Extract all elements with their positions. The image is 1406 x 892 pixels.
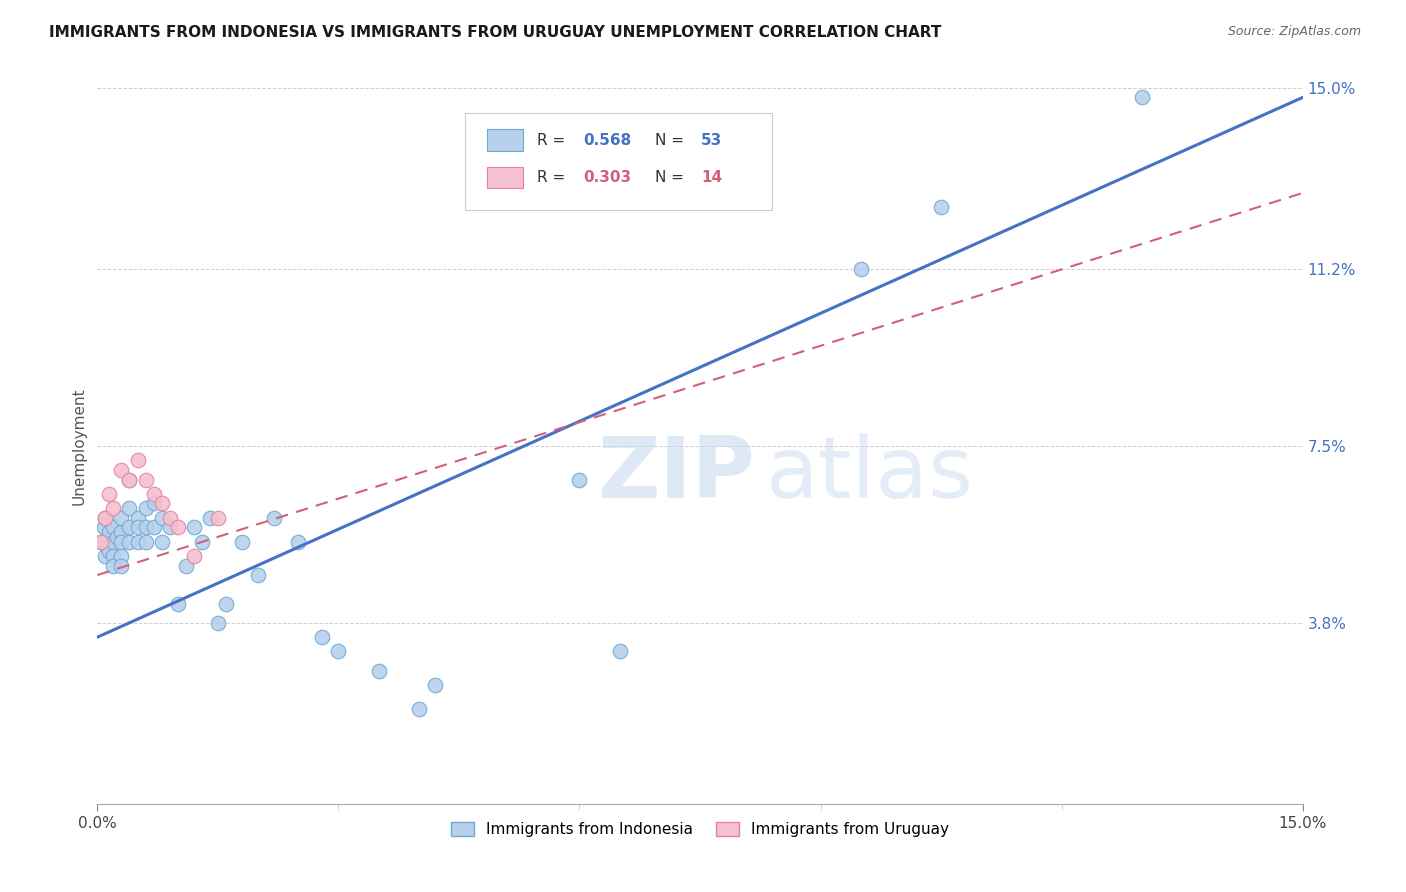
Point (159, 520, 181, 534)
Point (231, 534, 253, 549)
Text: 0.568: 0.568 (583, 133, 631, 148)
Point (568, 473, 591, 487)
Point (150, 510, 173, 524)
Point (118, 473, 141, 487)
Point (94, 549, 117, 563)
Point (423, 678, 446, 692)
Point (183, 549, 205, 563)
FancyBboxPatch shape (486, 129, 523, 151)
Point (311, 630, 333, 644)
FancyBboxPatch shape (465, 113, 772, 210)
Text: IMMIGRANTS FROM INDONESIA VS IMMIGRANTS FROM URUGUAY UNEMPLOYMENT CORRELATION CH: IMMIGRANTS FROM INDONESIA VS IMMIGRANTS … (49, 25, 942, 40)
Point (142, 487, 165, 501)
Point (110, 510, 132, 524)
Text: 0.303: 0.303 (583, 170, 631, 185)
Point (103, 549, 125, 563)
Point (1130, 90, 1153, 104)
Point (198, 510, 221, 524)
Point (159, 510, 181, 524)
Point (609, 644, 631, 658)
Point (103, 501, 125, 516)
Text: Source: ZipAtlas.com: Source: ZipAtlas.com (1227, 25, 1361, 38)
Point (110, 549, 132, 563)
Point (263, 510, 285, 524)
Point (247, 568, 270, 582)
Point (90, 534, 112, 549)
Text: N =: N = (655, 170, 689, 185)
Point (142, 496, 165, 510)
Legend: Immigrants from Indonesia, Immigrants from Uruguay: Immigrants from Indonesia, Immigrants fr… (444, 816, 955, 843)
Point (94, 534, 117, 549)
Text: 14: 14 (702, 170, 723, 185)
Point (110, 558, 132, 573)
Y-axis label: Unemployment: Unemployment (72, 387, 86, 505)
Point (215, 597, 238, 611)
Point (166, 520, 188, 534)
Point (135, 520, 157, 534)
Point (142, 520, 165, 534)
Point (127, 453, 149, 467)
Point (118, 473, 141, 487)
Point (287, 534, 309, 549)
Point (98, 487, 121, 501)
Point (150, 496, 173, 510)
Text: N =: N = (655, 133, 689, 148)
Point (94, 510, 117, 524)
Point (110, 534, 132, 549)
Text: R =: R = (537, 133, 571, 148)
Point (127, 534, 149, 549)
Point (328, 644, 350, 658)
Text: ZIP: ZIP (598, 434, 755, 516)
Point (135, 534, 157, 549)
Point (183, 520, 205, 534)
Point (150, 534, 173, 549)
Point (90, 534, 112, 549)
Point (93, 520, 115, 534)
Point (207, 615, 229, 630)
Point (929, 200, 952, 214)
Text: R =: R = (537, 170, 571, 185)
Text: 53: 53 (702, 133, 723, 148)
Point (127, 520, 149, 534)
Point (849, 262, 872, 277)
Text: atlas: atlas (766, 434, 974, 516)
Point (118, 534, 141, 549)
Point (107, 530, 129, 544)
Point (174, 558, 197, 573)
Point (98, 524, 121, 539)
Point (98, 544, 121, 558)
Point (103, 520, 125, 534)
Point (191, 534, 214, 549)
Point (166, 597, 188, 611)
Point (135, 501, 157, 516)
Point (110, 463, 132, 477)
Point (367, 664, 389, 678)
Point (110, 524, 132, 539)
Point (103, 558, 125, 573)
Point (135, 473, 157, 487)
Point (103, 534, 125, 549)
FancyBboxPatch shape (486, 167, 523, 188)
Point (408, 702, 430, 716)
Point (127, 510, 149, 524)
Point (118, 501, 141, 516)
Point (207, 510, 229, 524)
Point (94, 510, 117, 524)
Point (118, 520, 141, 534)
